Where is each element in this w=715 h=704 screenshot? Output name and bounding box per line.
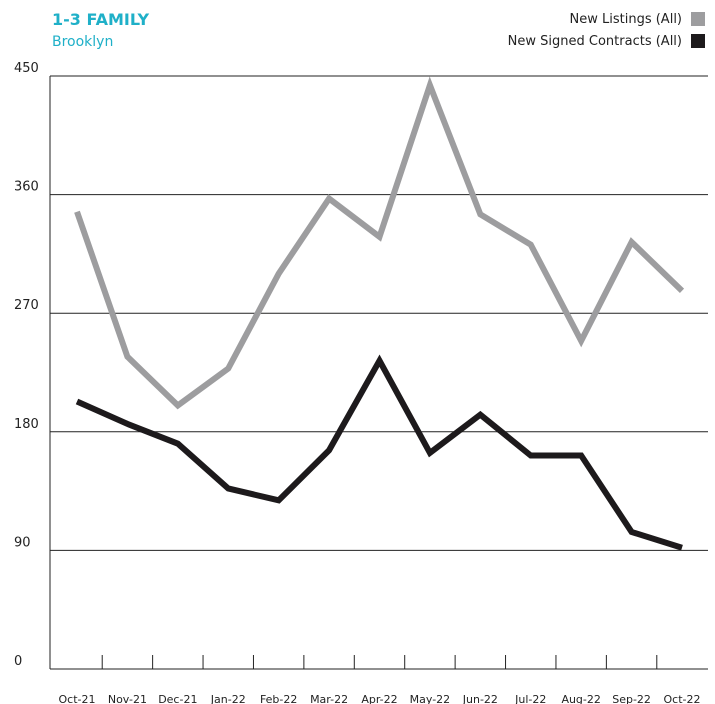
legend-swatch <box>691 34 705 48</box>
x-tick-label: Oct-22 <box>664 693 701 704</box>
y-tick-label: 360 <box>14 180 39 195</box>
chart-subtitle: Brooklyn <box>52 34 113 50</box>
x-tick-label: Apr-22 <box>361 693 397 704</box>
series-line <box>75 354 683 551</box>
y-tick-label: 270 <box>14 298 39 313</box>
x-tick-label: Mar-22 <box>310 693 348 704</box>
legend-label: New Listings (All) <box>570 12 682 27</box>
x-tick-label: Sep-22 <box>612 693 651 704</box>
x-tick-label: Aug-22 <box>561 693 600 704</box>
chart-title: 1-3 FAMILY <box>52 10 150 29</box>
y-tick-label: 450 <box>14 61 39 76</box>
x-tick-label: Feb-22 <box>260 693 297 704</box>
x-tick-label: Nov-21 <box>108 693 147 704</box>
x-tick-label: Jan-22 <box>210 693 246 704</box>
y-tick-label: 180 <box>14 417 39 432</box>
series-line <box>74 76 685 410</box>
x-tick-label: May-22 <box>410 693 451 704</box>
x-tick-label: Oct-21 <box>59 693 96 704</box>
x-tick-label: Jun-22 <box>462 693 498 704</box>
y-tick-label: 90 <box>14 535 31 550</box>
legend-label: New Signed Contracts (All) <box>508 34 682 49</box>
y-tick-label: 0 <box>14 654 22 669</box>
legend-swatch <box>691 12 705 26</box>
x-tick-label: Jul-22 <box>514 693 546 704</box>
x-tick-label: Dec-21 <box>158 693 197 704</box>
